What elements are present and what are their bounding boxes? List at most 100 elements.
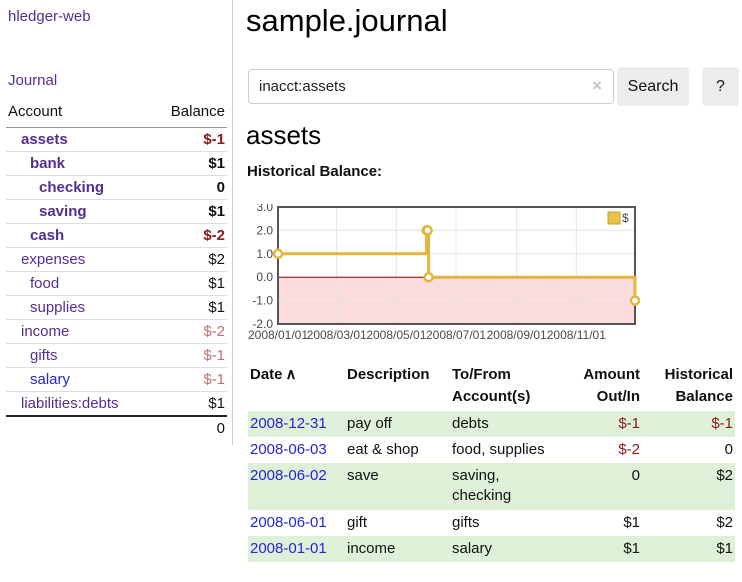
balance-column-header: Balance bbox=[156, 101, 227, 128]
y-tick-label: -1.0 bbox=[252, 294, 273, 308]
account-link[interactable]: assets bbox=[21, 131, 68, 148]
account-link[interactable]: gifts bbox=[30, 347, 58, 364]
account-balance: $1 bbox=[156, 295, 227, 320]
account-link[interactable]: supplies bbox=[30, 299, 86, 316]
accounts-header-row: Account Balance bbox=[6, 101, 227, 128]
date-column-header[interactable]: Date ∧ bbox=[250, 366, 297, 383]
account-link[interactable]: salary bbox=[30, 371, 71, 388]
account-balance: $-2 bbox=[156, 319, 227, 344]
account-row: expenses $2 bbox=[6, 247, 227, 272]
help-button[interactable]: ? bbox=[702, 67, 739, 106]
x-tick-label: 2008/11/01 bbox=[547, 328, 606, 342]
account-row: supplies $1 bbox=[6, 295, 227, 320]
balance-column-header: Historical Balance bbox=[664, 366, 733, 405]
plot-border bbox=[277, 206, 636, 325]
account-row: food $1 bbox=[6, 271, 227, 296]
sort-ascending-icon: ∧ bbox=[285, 366, 297, 383]
transaction-balance: $-1 bbox=[711, 414, 733, 432]
transaction-accounts: saving, checking bbox=[452, 467, 512, 505]
amount-column-header: Amount Out/In bbox=[583, 366, 640, 405]
clear-search-icon[interactable]: × bbox=[592, 76, 602, 95]
register-row: 2008-01-01 income salary $1 $1 bbox=[248, 535, 735, 562]
transaction-description: eat & shop bbox=[347, 440, 419, 458]
accounts-total-value: 0 bbox=[156, 415, 227, 440]
account-link[interactable]: saving bbox=[39, 203, 87, 220]
account-link[interactable]: income bbox=[21, 323, 70, 340]
account-row: gifts $-1 bbox=[6, 343, 227, 368]
transaction-accounts: gifts bbox=[452, 513, 480, 531]
transaction-accounts: food, supplies bbox=[452, 440, 545, 458]
transaction-date-link[interactable]: 2008-01-01 bbox=[250, 539, 327, 557]
transaction-accounts: debts bbox=[452, 414, 489, 432]
account-link[interactable]: food bbox=[30, 275, 60, 292]
transaction-balance: $1 bbox=[716, 539, 733, 557]
transaction-accounts: salary bbox=[452, 539, 493, 557]
account-link[interactable]: expenses bbox=[21, 251, 86, 268]
account-heading: assets bbox=[246, 120, 322, 150]
description-column-header: Description bbox=[347, 366, 430, 383]
register-table: Date ∧ Description To/From Account(s) Amo… bbox=[248, 361, 735, 562]
transaction-date-link[interactable]: 2008-06-03 bbox=[250, 440, 327, 458]
account-row: bank $1 bbox=[6, 151, 227, 176]
account-link[interactable]: bank bbox=[30, 155, 66, 172]
transaction-date-link[interactable]: 2008-06-01 bbox=[250, 513, 327, 531]
register-row: 2008-06-01 gift gifts $1 $2 bbox=[248, 510, 735, 536]
account-row: income $-2 bbox=[6, 319, 227, 344]
account-row: saving $1 bbox=[6, 199, 227, 224]
journal-link[interactable]: Journal bbox=[8, 72, 58, 89]
x-tick-label: 2008/03/01 bbox=[307, 328, 367, 342]
sidebar: hledger-web Journal Account Balance asse… bbox=[0, 0, 233, 445]
account-balance: $1 bbox=[156, 391, 227, 416]
register-row: 2008-12-31 pay off debts $-1 $-1 bbox=[248, 410, 735, 437]
account-balance: $-1 bbox=[156, 343, 227, 368]
account-row: salary $-1 bbox=[6, 367, 227, 392]
transaction-date-link[interactable]: 2008-12-31 bbox=[250, 414, 327, 432]
account-balance: $1 bbox=[156, 271, 227, 296]
account-balance: 0 bbox=[156, 175, 227, 200]
legend-swatch-icon bbox=[607, 211, 621, 225]
account-balance: $1 bbox=[156, 199, 227, 224]
legend-label: $ bbox=[622, 211, 629, 225]
data-point-marker bbox=[629, 295, 641, 306]
transaction-description: gift bbox=[347, 513, 368, 531]
transaction-description: income bbox=[347, 539, 396, 557]
account-balance: $-2 bbox=[156, 223, 227, 248]
account-link[interactable]: cash bbox=[30, 227, 65, 244]
data-point-marker bbox=[423, 271, 434, 283]
data-point-marker bbox=[422, 225, 433, 236]
transaction-amount: $1 bbox=[623, 539, 640, 557]
x-tick-label: 2008/07/01 bbox=[426, 328, 486, 342]
register-row: 2008-06-03 eat & shop food, supplies $-2 0 bbox=[248, 437, 735, 463]
accounts-column-header: To/From Account(s) bbox=[452, 366, 531, 405]
account-balance: $-1 bbox=[203, 131, 225, 148]
search-input[interactable] bbox=[248, 69, 614, 104]
page-title: sample.journal bbox=[246, 3, 448, 38]
app-title-link[interactable]: hledger-web bbox=[8, 8, 91, 25]
y-tick-label: 3.0 bbox=[256, 204, 273, 214]
account-link[interactable]: liabilities:debts bbox=[21, 395, 119, 412]
account-column-header: Account bbox=[6, 101, 156, 128]
register-row: 2008-06-02 save saving, checking 0 $2 bbox=[248, 463, 735, 510]
transaction-amount: $-2 bbox=[618, 440, 640, 458]
transaction-amount: $-1 bbox=[618, 414, 640, 432]
historical-balance-chart: 2008/01/01 2008/03/01 2008/05/01 2008/07/01… bbox=[245, 200, 742, 350]
transaction-date-link[interactable]: 2008-06-02 bbox=[250, 467, 327, 484]
transaction-amount: 0 bbox=[631, 467, 640, 484]
account-balance: $2 bbox=[156, 247, 227, 272]
search-button[interactable]: Search bbox=[617, 67, 689, 106]
x-tick-label: 2008/01/01 bbox=[248, 328, 308, 342]
account-row: assets $-1 bbox=[6, 128, 227, 152]
transaction-description: pay off bbox=[347, 414, 392, 432]
y-tick-label: 1.0 bbox=[256, 247, 273, 261]
data-point-marker bbox=[272, 248, 284, 260]
chart-title: Historical Balance: bbox=[247, 163, 383, 180]
x-tick-label: 2008/09/01 bbox=[487, 328, 547, 342]
transaction-balance: 0 bbox=[724, 440, 733, 458]
account-row: liabilities:debts $1 bbox=[6, 391, 227, 416]
transaction-balance: $2 bbox=[716, 513, 733, 531]
accounts-total-row: 0 bbox=[6, 415, 227, 440]
account-link[interactable]: checking bbox=[39, 179, 105, 196]
x-tick-label: 2008/05/01 bbox=[366, 328, 426, 342]
accounts-table: Account Balance assets $-1 bank $1 checking 0… bbox=[6, 101, 227, 440]
